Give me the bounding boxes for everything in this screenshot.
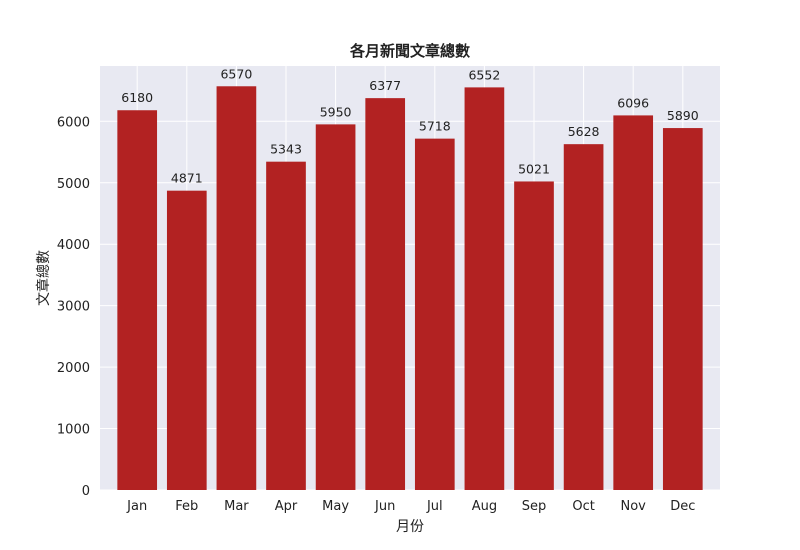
x-tick-label-sep: Sep [522,499,547,514]
data-label-aug: 6552 [468,67,500,82]
bar-apr [266,161,306,491]
data-label-may: 5950 [320,104,352,119]
x-axis-ticks: Jan Feb Mar Apr May Jun Jul Aug Sep Oct Nov Dec [126,499,695,514]
x-tick-label-may: May [322,499,349,514]
bar-jan [117,110,158,491]
data-label-apr: 5343 [270,142,302,157]
y-tick-label: 1000 [57,423,90,438]
y-axis-ticks: 0 1000 2000 3000 4000 5000 6000 [57,115,90,499]
bar-jun [365,98,406,490]
x-tick-label-aug: Aug [472,499,497,514]
data-label-jan: 6180 [121,90,153,105]
y-tick-label: 5000 [57,177,90,192]
x-axis-label: 月份 [396,519,424,535]
bar-mar [216,86,257,490]
bar-may [315,124,356,491]
x-tick-label-feb: Feb [175,499,198,514]
chart-title: 各月新聞文章總數 [349,42,470,60]
data-labels: 6180 4871 6570 5343 5950 6377 5718 6552 5021 5628… [121,66,698,185]
bar-nov [613,115,654,491]
x-tick-label-oct: Oct [572,499,594,514]
bar-oct [563,144,604,490]
y-tick-label: 3000 [57,300,90,315]
data-label-jun: 6377 [369,78,401,93]
data-label-sep: 5021 [518,161,550,176]
data-label-oct: 5628 [568,124,600,139]
x-tick-label-apr: Apr [275,499,298,514]
data-label-nov: 6096 [617,95,649,110]
y-axis-label: 文章總數 [35,250,52,306]
data-label-dec: 5890 [667,108,699,123]
bar-aug [464,87,505,491]
bar-sep [514,181,554,490]
y-tick-label: 6000 [57,115,90,130]
bar-dec [662,128,703,490]
x-tick-label-jul: Jul [426,499,443,514]
data-label-feb: 4871 [171,171,203,186]
y-tick-label: 4000 [57,238,90,253]
y-tick-label: 0 [82,484,90,499]
x-tick-label-dec: Dec [670,499,695,514]
data-label-mar: 6570 [220,66,252,81]
x-tick-label-jun: Jun [374,499,395,514]
bar-jul [414,138,455,490]
x-tick-label-jan: Jan [126,499,147,514]
bars [117,86,703,491]
y-tick-label: 2000 [57,361,90,376]
x-tick-label-mar: Mar [224,499,249,514]
x-tick-label-nov: Nov [621,499,647,514]
data-label-jul: 5718 [419,119,451,134]
bar-feb [166,190,207,490]
